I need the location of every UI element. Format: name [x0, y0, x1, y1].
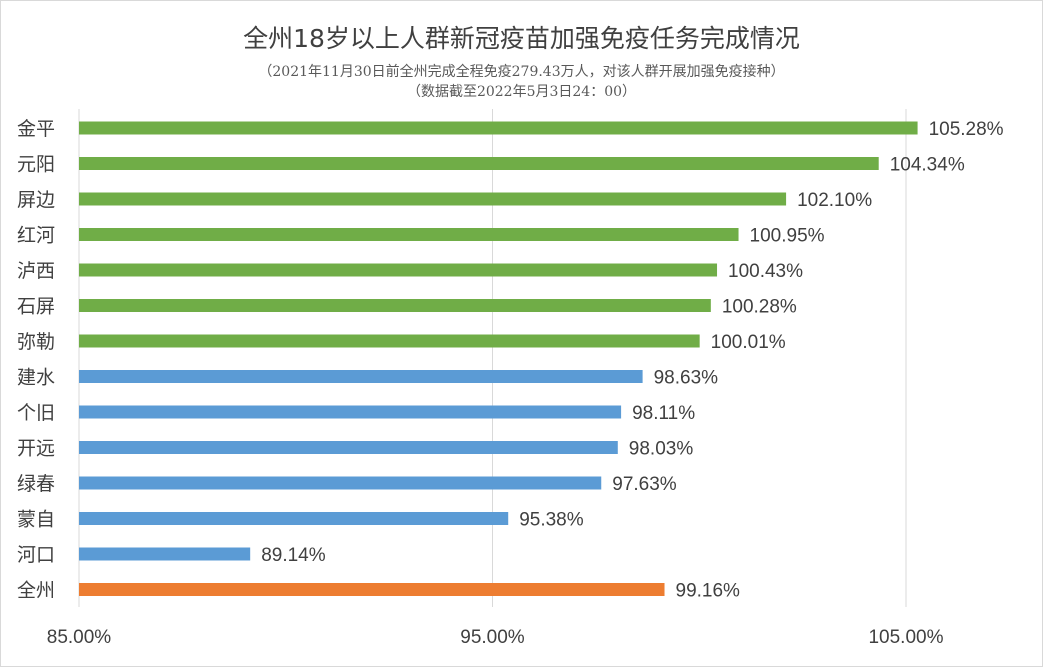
data-label-6: 100.01% — [711, 332, 786, 353]
bar-7 — [79, 370, 643, 383]
bar-12 — [79, 547, 251, 561]
category-label-7: 建水 — [17, 367, 55, 389]
category-label-2: 屏边 — [17, 189, 55, 211]
category-label-10: 绿春 — [17, 473, 55, 495]
chart-subtitle-1: （2021年11月30日前全州完成全程免疫279.43万人，对该人群开展加强免疫… — [258, 64, 785, 80]
bar-13 — [79, 583, 665, 596]
bar-0 — [79, 121, 918, 135]
data-label-9: 98.03% — [629, 439, 694, 460]
data-label-4: 100.43% — [728, 261, 803, 282]
data-label-1: 104.34% — [890, 155, 965, 176]
bar-11 — [79, 512, 509, 525]
bar-4 — [79, 263, 718, 277]
bar-6 — [79, 334, 700, 348]
bar-8 — [79, 405, 622, 419]
x-tick-label-1: 95.00% — [460, 627, 525, 648]
category-label-12: 河口 — [17, 544, 55, 566]
data-label-2: 102.10% — [797, 190, 872, 211]
category-label-13: 全州 — [17, 580, 55, 602]
category-label-8: 个旧 — [17, 402, 55, 424]
data-label-13: 99.16% — [676, 581, 741, 602]
data-label-10: 97.63% — [612, 474, 677, 495]
category-label-0: 金平 — [17, 118, 55, 140]
bar-5 — [79, 299, 711, 312]
chart-title: 全州18岁以上人群新冠疫苗加强免疫任务完成情况 — [243, 24, 800, 53]
category-label-3: 红河 — [17, 225, 55, 247]
category-label-9: 开远 — [17, 438, 55, 460]
category-label-1: 元阳 — [17, 154, 55, 176]
data-label-11: 95.38% — [519, 510, 584, 531]
data-label-12: 89.14% — [261, 545, 326, 566]
data-label-0: 105.28% — [929, 119, 1004, 140]
bar-3 — [79, 228, 739, 241]
bar-10 — [79, 476, 602, 490]
category-label-4: 泸西 — [17, 260, 55, 282]
chart-subtitle-2: （数据截至2022年5月3日24：00） — [406, 84, 637, 100]
data-label-7: 98.63% — [654, 368, 719, 389]
category-label-5: 石屏 — [17, 296, 55, 318]
x-tick-label-0: 85.00% — [47, 627, 112, 648]
data-label-5: 100.28% — [722, 297, 797, 318]
bar-9 — [79, 441, 618, 454]
category-label-11: 蒙自 — [17, 509, 55, 531]
bar-1 — [79, 157, 879, 170]
data-label-8: 98.11% — [632, 403, 695, 424]
category-label-6: 弥勒 — [17, 331, 55, 353]
data-label-3: 100.95% — [750, 226, 825, 247]
bar-2 — [79, 192, 787, 206]
x-tick-label-2: 105.00% — [868, 627, 943, 648]
